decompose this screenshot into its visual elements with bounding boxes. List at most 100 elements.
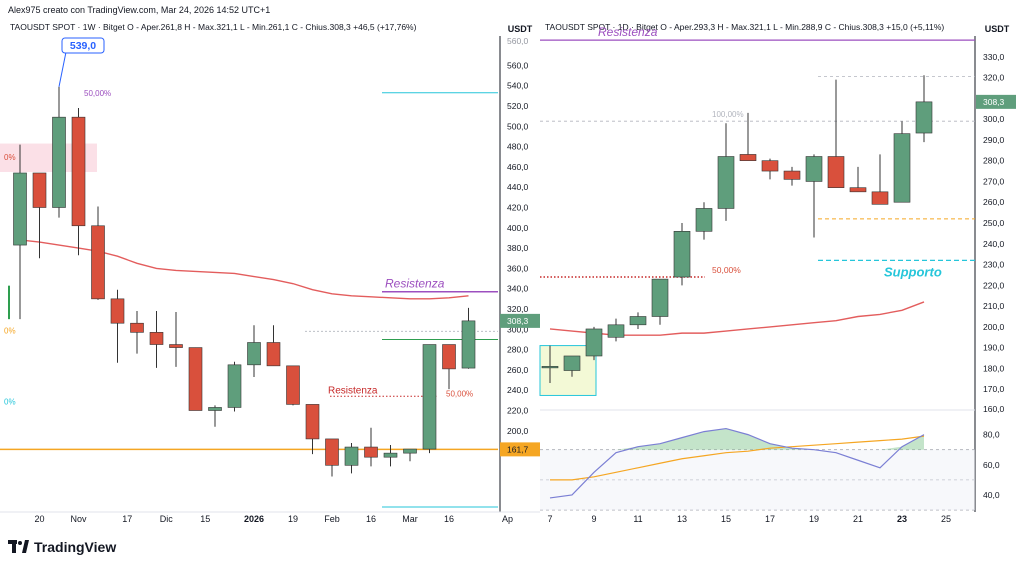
weekly-candle-body [364, 446, 378, 458]
daily-x-tick: 11 [633, 514, 642, 524]
daily-x-tick: 7 [547, 514, 552, 524]
weekly-candle-body [325, 438, 339, 466]
weekly-x-tick: 19 [288, 514, 298, 524]
daily-x-tick: 23 [897, 514, 907, 524]
rsi-main-line [549, 427, 925, 499]
daily-candle-body [761, 160, 779, 172]
daily-candle-body [717, 156, 735, 209]
daily-candle-body [695, 208, 713, 232]
weekly-x-tick: Feb [324, 514, 340, 524]
daily-y-tick: 280,0 [983, 156, 1005, 166]
rsi-band [540, 449, 975, 510]
weekly-y-tick: 460,0 [507, 162, 529, 172]
daily-candle-body [607, 324, 625, 338]
weekly-support-price-label: 161,7 [507, 444, 529, 454]
weekly-axis-unit: USDT [508, 24, 533, 34]
weekly-candle-body [149, 332, 164, 345]
daily-candle-body [629, 316, 647, 326]
weekly-candle-body [227, 364, 242, 408]
daily-y-tick: 290,0 [983, 135, 1005, 145]
weekly-left-label-orange: 0% [4, 326, 16, 335]
weekly-candle-body [422, 344, 437, 450]
weekly-x-tick: Dic [160, 514, 173, 524]
weekly-candle-body [247, 342, 261, 366]
daily-candle-body [783, 170, 801, 180]
weekly-x-tick: Ap [502, 514, 513, 524]
daily-y-tick: 320,0 [983, 73, 1005, 83]
daily-current-price-label: 308,3 [983, 97, 1005, 107]
daily-y-tick: 190,0 [983, 343, 1005, 353]
weekly-x-tick: 20 [34, 514, 44, 524]
daily-y-tick: 220,0 [983, 280, 1005, 290]
weekly-y-tick: 440,0 [507, 182, 529, 192]
daily-fib-50-label: 50,00% [712, 265, 741, 275]
weekly-x-tick: 16 [444, 514, 454, 524]
weekly-current-price-label: 308,3 [507, 316, 529, 326]
weekly-x-tick: 17 [122, 514, 132, 524]
weekly-candle-body [91, 225, 105, 300]
daily-y-tick: 210,0 [983, 301, 1005, 311]
daily-candle-body [871, 191, 889, 205]
daily-y-tick: 230,0 [983, 260, 1005, 270]
daily-candle-body [585, 328, 603, 357]
daily-candle-body [915, 101, 933, 134]
weekly-resistance-upper-label: Resistenza [385, 277, 445, 291]
daily-y-tick: 180,0 [983, 363, 1005, 373]
weekly-y-tick: 560,0 [507, 60, 529, 70]
weekly-candle-body [403, 448, 417, 454]
weekly-y-tick: 340,0 [507, 284, 529, 294]
rsi-y-tick: 80,0 [983, 430, 1000, 440]
weekly-x-tick: Mar [402, 514, 418, 524]
daily-x-tick: 21 [853, 514, 863, 524]
weekly-y-tick: 320,0 [507, 304, 529, 314]
weekly-y-tick: 520,0 [507, 101, 529, 111]
weekly-candle-body [286, 365, 300, 405]
weekly-candle-body [13, 172, 27, 246]
weekly-y-tick: 200,0 [507, 426, 529, 436]
daily-y-tick: 300,0 [983, 114, 1005, 124]
daily-x-tick: 25 [941, 514, 951, 524]
weekly-y-tick: 500,0 [507, 121, 529, 131]
weekly-left-label-pink: 0% [4, 153, 16, 162]
daily-candle-body [541, 366, 559, 369]
daily-y-tick-partial: 160,0 [983, 404, 1005, 414]
weekly-y-tick: 400,0 [507, 223, 529, 233]
daily-axis-unit: USDT [985, 24, 1010, 34]
daily-y-tick: 260,0 [983, 197, 1005, 207]
daily-support-label: Supporto [884, 264, 942, 279]
weekly-top-fib-label: 50,00% [84, 89, 111, 98]
weekly-y-tick: 480,0 [507, 142, 529, 152]
weekly-x-tick: 2026 [244, 514, 264, 524]
weekly-candle-body [305, 404, 320, 440]
daily-chart: USDT 170,0 180,0 190,0 200,0 210,0 220,0 230,0 2… [539, 24, 1016, 524]
daily-y-tick: 330,0 [983, 52, 1005, 62]
weekly-y-tick: 240,0 [507, 385, 529, 395]
weekly-left-label-cyan: 0% [4, 397, 16, 406]
weekly-y-tick: 360,0 [507, 263, 529, 273]
daily-current-price-box [976, 94, 1016, 109]
weekly-y-tick: 420,0 [507, 203, 529, 213]
daily-ema-line [549, 301, 925, 336]
weekly-y-tick: 260,0 [507, 365, 529, 375]
weekly-candle-body [383, 452, 398, 458]
rsi-y-tick: 40,0 [983, 490, 1000, 500]
weekly-candle-body [130, 322, 144, 333]
tradingview-logo-icon [8, 540, 30, 554]
weekly-candle-body [188, 347, 203, 411]
daily-candle-body [893, 133, 911, 203]
weekly-candle-body [208, 407, 222, 411]
weekly-support-price-box [500, 442, 540, 457]
daily-symbol-line: TAOUSDT SPOT · 1D · Bitget O - Aper.293,… [545, 22, 945, 32]
weekly-y-tick-partial: 560,0 [507, 36, 529, 46]
weekly-candle-body [169, 344, 183, 348]
daily-candle-body [651, 278, 669, 317]
weekly-candle-body [52, 116, 66, 208]
daily-y-tick: 200,0 [983, 322, 1005, 332]
daily-x-tick: 17 [765, 514, 775, 524]
daily-x-tick: 13 [677, 514, 687, 524]
weekly-current-price-box [500, 313, 540, 328]
daily-candle-body [849, 187, 867, 193]
chart-caption: Alex975 creato con TradingView.com, Mar … [8, 5, 271, 15]
weekly-candle-body [266, 342, 281, 367]
